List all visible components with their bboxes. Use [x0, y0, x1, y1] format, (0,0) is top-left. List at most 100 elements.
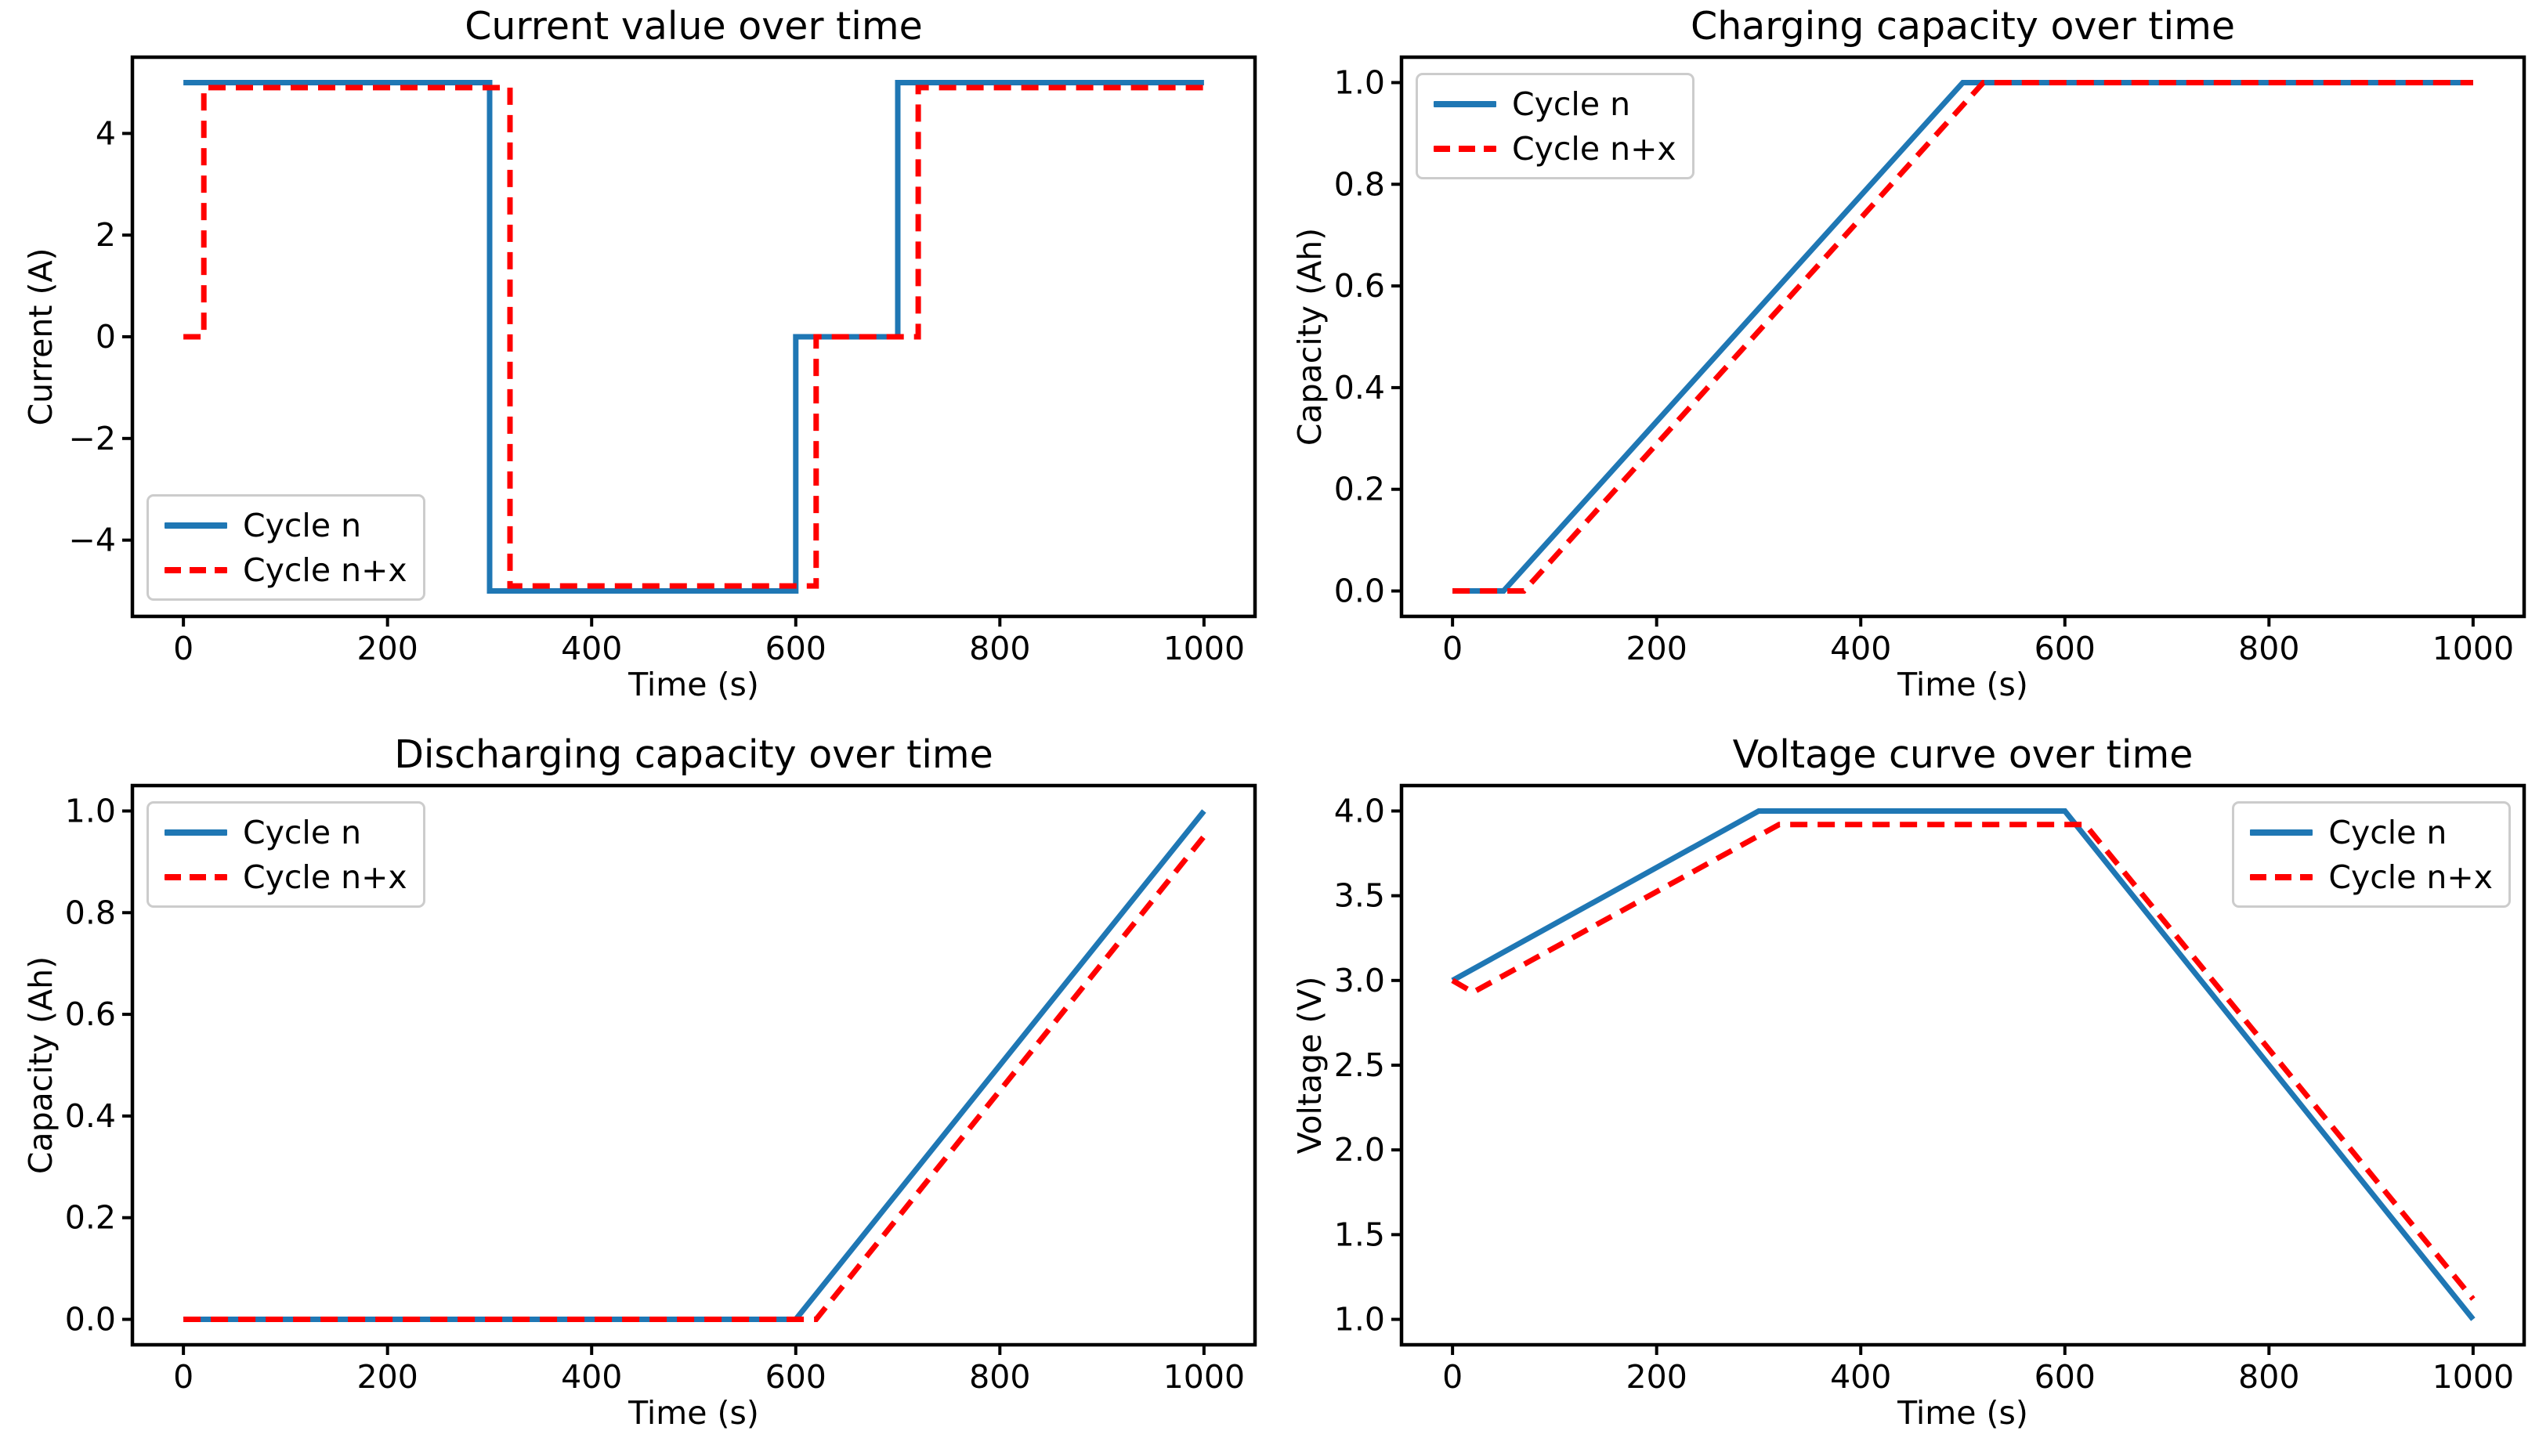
y-tick-label: −2 [69, 420, 116, 457]
legend-item-cycle-n-x: Cycle n+x [165, 858, 407, 896]
legend-label-cycle-n: Cycle n [243, 506, 362, 544]
legend: Cycle n Cycle n+x [146, 801, 425, 908]
y-tick-label: 0.4 [65, 1097, 116, 1135]
y-tick-label: 3.5 [1334, 877, 1385, 915]
dashed-line-icon [165, 566, 227, 573]
chart-title-charging-capacity: Charging capacity over time [1690, 4, 2236, 49]
axes-frame [1399, 55, 2526, 619]
legend-item-cycle-n: Cycle n [165, 814, 407, 851]
subplot-charging-capacity: 0 200 400 600 800 1000 0.0 0.2 0.4 0.6 0.8 1.0 Char… [1269, 0, 2539, 728]
legend-label-cycle-n: Cycle n [243, 813, 362, 851]
y-axis-label-current: Current (A) [22, 247, 60, 426]
legend-label-cycle-n-x: Cycle n+x [243, 858, 407, 896]
x-tick-label: 400 [561, 1358, 622, 1396]
x-tick-label: 0 [1442, 630, 1463, 667]
x-axis-label-time: Time (s) [1897, 666, 2028, 703]
y-axis-label-voltage: Voltage (V) [1291, 976, 1329, 1154]
x-tick-label: 400 [561, 630, 622, 667]
dashed-line-icon [1434, 145, 1496, 152]
legend: Cycle n Cycle n+x [2232, 801, 2511, 908]
chart-title-discharging-capacity: Discharging capacity over time [394, 732, 993, 777]
legend-label-cycle-n-x: Cycle n+x [243, 551, 407, 589]
y-tick-label: 2 [96, 216, 116, 254]
solid-line-icon [165, 829, 227, 836]
y-axis-label-charging-capacity: Capacity (Ah) [1291, 227, 1329, 446]
x-tick-label: 800 [2238, 630, 2299, 667]
dashed-line-icon [2250, 873, 2313, 880]
y-tick-label: 0 [96, 318, 116, 356]
x-tick-label: 600 [765, 630, 826, 667]
y-tick-label: 1.0 [1334, 1301, 1385, 1339]
x-tick-label: 200 [1626, 630, 1687, 667]
legend-item-cycle-n-x: Cycle n+x [165, 551, 407, 589]
solid-line-icon [1434, 100, 1496, 107]
current-plot-canvas: 0 200 400 600 800 1000 −4 −2 0 2 4 [69, 55, 1257, 667]
axes-frame [130, 55, 1257, 619]
x-tick-label: 1000 [2432, 630, 2514, 667]
y-tick-label: 1.0 [1334, 63, 1385, 101]
series-line-dashed [183, 834, 1206, 1322]
y-tick-label: 0.2 [65, 1199, 116, 1237]
x-tick-label: 200 [1626, 1358, 1687, 1396]
series-line-solid [183, 80, 1204, 594]
y-tick-label: 3.0 [1334, 962, 1385, 999]
voltage-plot-canvas: 0 200 400 600 800 1000 1.0 1.5 2.0 2.5 3.0 3.5 4.0 [1334, 783, 2526, 1396]
x-tick-label: 1000 [1163, 1358, 1245, 1396]
y-tick-label: 0.6 [65, 995, 116, 1033]
chart-title-voltage: Voltage curve over time [1732, 732, 2194, 777]
y-tick-label: 0.8 [65, 894, 116, 931]
x-tick-label: 0 [173, 630, 193, 667]
x-axis-label-time: Time (s) [628, 666, 759, 703]
x-tick-label: 1000 [1163, 630, 1245, 667]
x-tick-label: 600 [2034, 1358, 2096, 1396]
solid-line-icon [2250, 829, 2313, 836]
y-tick-label: 0.6 [1334, 267, 1385, 305]
x-tick-label: 0 [1442, 1358, 1463, 1396]
chart-title-current: Current value over time [465, 4, 923, 49]
y-tick-label: 0.8 [1334, 165, 1385, 203]
series-line-dashed [1451, 822, 2476, 1301]
y-tick-label: 4 [96, 114, 116, 152]
subplot-current: 0 200 400 600 800 1000 −4 −2 0 2 4 Current value o… [0, 0, 1269, 728]
legend-item-cycle-n: Cycle n [1434, 85, 1676, 123]
y-tick-label: 0.2 [1334, 471, 1385, 508]
x-tick-label: 0 [173, 1358, 193, 1396]
x-tick-label: 1000 [2432, 1358, 2514, 1396]
x-tick-label: 600 [765, 1358, 826, 1396]
axes-frame [1399, 783, 2526, 1347]
axes-frame [130, 783, 1257, 1347]
y-tick-label: 0.0 [65, 1301, 116, 1339]
charging-capacity-plot-canvas: 0 200 400 600 800 1000 0.0 0.2 0.4 0.6 0.8 1.0 [1334, 55, 2526, 667]
legend-item-cycle-n: Cycle n [165, 507, 407, 544]
x-tick-label: 400 [1830, 630, 1891, 667]
legend: Cycle n Cycle n+x [1416, 73, 1694, 179]
solid-line-icon [165, 522, 227, 529]
y-tick-label: 0.4 [1334, 369, 1385, 406]
x-tick-label: 200 [357, 630, 418, 667]
y-tick-label: 1.0 [65, 792, 116, 829]
x-tick-label: 200 [357, 1358, 418, 1396]
subplot-discharging-capacity: 0 200 400 600 800 1000 0.0 0.2 0.4 0.6 0.8 1.0 Disc… [0, 728, 1269, 1456]
y-tick-label: 2.0 [1334, 1131, 1385, 1169]
subplot-voltage: 0 200 400 600 800 1000 1.0 1.5 2.0 2.5 3.0 3.5 4.0 V… [1269, 728, 2539, 1456]
legend: Cycle n Cycle n+x [146, 494, 425, 601]
y-tick-label: 4.0 [1334, 792, 1385, 829]
legend-item-cycle-n-x: Cycle n+x [1434, 129, 1676, 168]
y-tick-label: −4 [69, 522, 116, 559]
series-line-dashed [183, 85, 1204, 589]
discharging-capacity-plot-canvas: 0 200 400 600 800 1000 0.0 0.2 0.4 0.6 0.8 1.0 [65, 783, 1257, 1396]
legend-item-cycle-n: Cycle n [2250, 814, 2493, 851]
legend-item-cycle-n-x: Cycle n+x [2250, 858, 2493, 896]
y-axis-label-discharging-capacity: Capacity (Ah) [22, 956, 60, 1175]
y-tick-label: 0.0 [1334, 573, 1385, 610]
x-tick-label: 400 [1830, 1358, 1891, 1396]
series-line-solid [1451, 808, 2476, 1321]
x-axis-label-time: Time (s) [628, 1394, 759, 1432]
x-tick-label: 800 [2238, 1358, 2299, 1396]
legend-label-cycle-n-x: Cycle n+x [2328, 858, 2493, 896]
dashed-line-icon [165, 873, 227, 880]
x-tick-label: 800 [969, 630, 1030, 667]
x-tick-label: 600 [2034, 630, 2096, 667]
legend-label-cycle-n-x: Cycle n+x [1512, 129, 1676, 168]
